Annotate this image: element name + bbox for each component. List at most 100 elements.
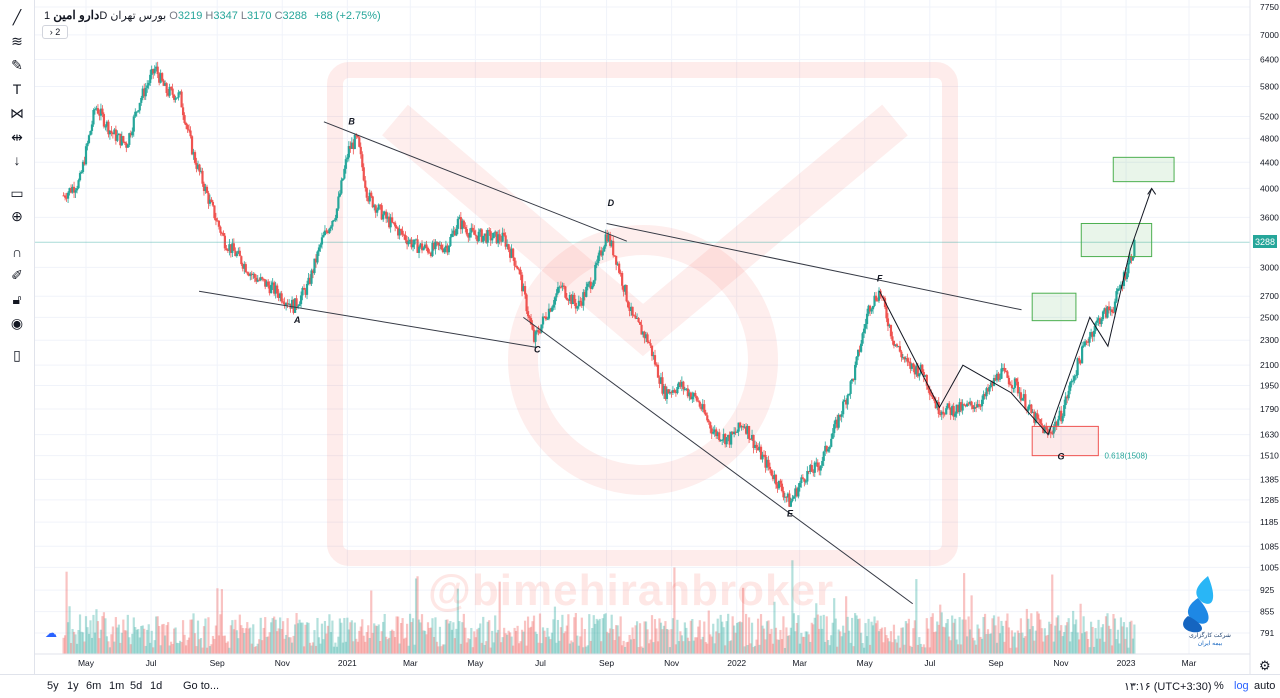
- volume-bar: [270, 622, 273, 654]
- percent-toggle[interactable]: %: [1214, 680, 1224, 692]
- volume-bar: [1089, 621, 1093, 654]
- candle-body: [207, 192, 210, 204]
- candle-body: [703, 404, 706, 413]
- zone-box: [1031, 425, 1099, 457]
- lock-icon[interactable]: 🔓︎: [12, 290, 22, 307]
- range-1m[interactable]: 1m: [109, 680, 125, 692]
- candle-body: [891, 336, 894, 341]
- cloud-icon[interactable]: ☁: [45, 626, 57, 640]
- symbol-name[interactable]: دارو امین: [53, 8, 100, 22]
- brush-icon[interactable]: ✎: [11, 56, 23, 73]
- candle-body: [113, 129, 116, 135]
- candle-body: [969, 401, 972, 404]
- volume-bar: [568, 643, 571, 654]
- volume-bar: [1010, 630, 1014, 654]
- log-toggle[interactable]: log: [1234, 680, 1249, 692]
- range-1d[interactable]: 1d: [150, 680, 163, 692]
- volume-bar: [114, 617, 117, 654]
- volume-bar: [71, 628, 74, 654]
- measure-icon[interactable]: ⇹: [11, 128, 23, 145]
- volume-bar: [189, 619, 192, 654]
- candle-body: [803, 478, 806, 482]
- volume-bar: [383, 613, 386, 654]
- candle-body: [791, 498, 794, 501]
- auto-toggle[interactable]: auto: [1254, 680, 1276, 692]
- candle-body: [525, 294, 528, 312]
- candle-body: [862, 328, 866, 334]
- fib-icon[interactable]: ≋: [11, 32, 23, 49]
- volume-bar: [880, 627, 884, 654]
- volume-bar: [827, 640, 830, 654]
- goto-button[interactable]: Go to...: [183, 680, 220, 692]
- indicator-collapse-button[interactable]: › 2: [42, 25, 68, 39]
- candle-body: [588, 281, 591, 284]
- candle-body: [686, 388, 689, 397]
- lock-draw-icon[interactable]: ✐: [11, 266, 23, 283]
- candle-body: [733, 431, 736, 435]
- candle-body: [456, 218, 459, 229]
- volume-bar: [862, 647, 866, 654]
- range-6m[interactable]: 6m: [86, 680, 102, 692]
- candle-body: [444, 245, 448, 249]
- range-5y[interactable]: 5y: [47, 680, 59, 692]
- volume-bar: [234, 619, 237, 654]
- volume-bar: [285, 634, 288, 654]
- zoom-icon[interactable]: ⊕: [11, 207, 23, 224]
- trend-line-icon[interactable]: ╱: [12, 8, 22, 25]
- volume-bar: [649, 639, 652, 654]
- range-1y[interactable]: 1y: [67, 680, 79, 692]
- volume-bar: [842, 625, 845, 654]
- volume-bar: [84, 616, 88, 654]
- ruler-icon[interactable]: ▭: [10, 184, 24, 201]
- volume-bar: [744, 613, 748, 654]
- candle-body: [1055, 421, 1058, 426]
- candle-body: [606, 234, 609, 242]
- volume-bar: [1054, 625, 1057, 654]
- candle-body: [728, 434, 731, 445]
- candle-body: [582, 292, 585, 306]
- candle-body: [283, 302, 286, 306]
- volume-bar: [739, 621, 742, 654]
- candle-body: [653, 355, 657, 365]
- volume-bar: [175, 642, 179, 654]
- volume-bar: [1039, 619, 1042, 654]
- fib-label: 0.618(1508): [1104, 452, 1147, 461]
- volume-bar: [414, 578, 418, 654]
- candle-body: [782, 490, 785, 498]
- candle-body: [544, 316, 548, 320]
- volume-bar: [465, 642, 468, 654]
- candle-body: [495, 231, 498, 244]
- candle-body: [779, 480, 782, 484]
- volume-bar: [187, 637, 191, 654]
- volume-bar: [517, 643, 521, 654]
- volume-bar: [710, 636, 713, 654]
- candle-body: [982, 394, 985, 400]
- range-5d[interactable]: 5d: [130, 680, 143, 692]
- exchange-label: بورس تهران: [110, 10, 167, 22]
- volume-bar: [377, 624, 380, 654]
- interval-label[interactable]: 1D: [44, 10, 108, 22]
- volume-bar: [831, 622, 834, 654]
- candle-body: [767, 459, 770, 467]
- eye-icon[interactable]: ◉: [10, 314, 24, 331]
- candle-body: [307, 277, 310, 284]
- volume-bar: [437, 646, 440, 654]
- candle-body: [613, 255, 616, 257]
- x-tick-label: May: [78, 658, 95, 668]
- candle-body: [131, 131, 134, 136]
- candle-body: [519, 269, 522, 275]
- volume-bar: [368, 638, 371, 654]
- volume-bar: [695, 637, 698, 654]
- candle-body: [1033, 411, 1036, 423]
- candle-body: [232, 243, 235, 251]
- trash-icon[interactable]: ▯: [13, 346, 21, 363]
- text-icon[interactable]: T: [12, 81, 22, 97]
- pattern-icon[interactable]: ⋈: [10, 104, 24, 121]
- volume-bar: [792, 613, 795, 654]
- candle-body: [577, 300, 580, 307]
- gear-icon[interactable]: ⚙: [1259, 658, 1271, 673]
- magnet-icon[interactable]: ∩: [11, 244, 23, 260]
- arrow-down-icon[interactable]: ↓: [13, 152, 21, 168]
- timezone-label[interactable]: ۱۳:۱۶ (UTC+3:30): [1124, 681, 1212, 693]
